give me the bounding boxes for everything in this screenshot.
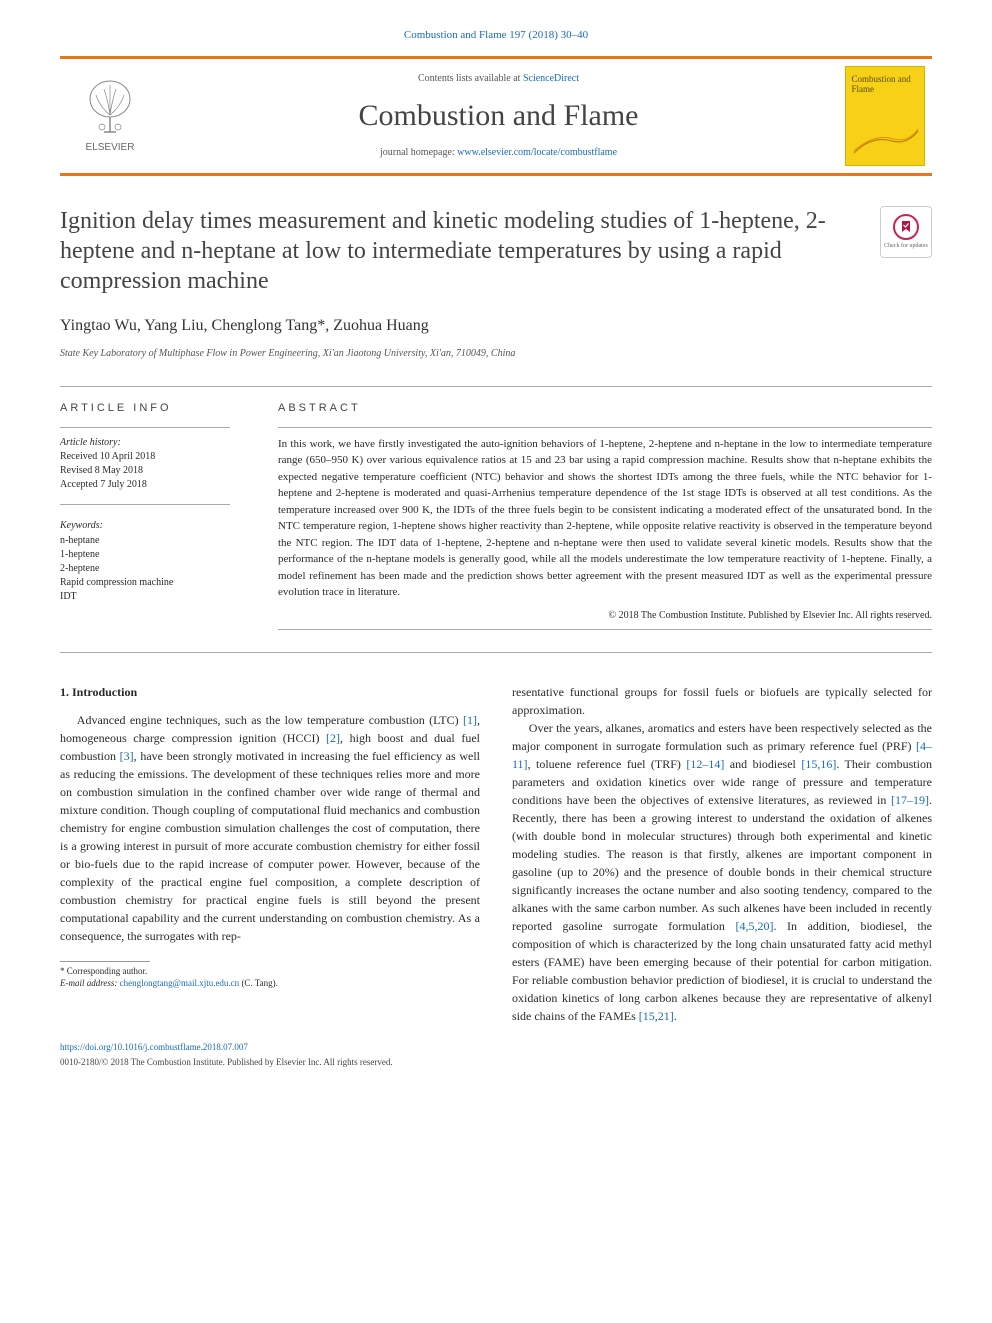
right-column: resentative functional groups for fossil…	[512, 683, 932, 1025]
crossmark-badge[interactable]: Check for updates	[880, 206, 932, 258]
publisher-name: ELSEVIER	[86, 141, 135, 156]
running-head: Combustion and Flame 197 (2018) 30–40	[60, 28, 932, 44]
issn-copyright-line: 0010-2180/© 2018 The Combustion Institut…	[60, 1056, 932, 1069]
body-paragraph: resentative functional groups for fossil…	[512, 683, 932, 719]
body-paragraph: Over the years, alkanes, aromatics and e…	[512, 719, 932, 1025]
keyword: IDT	[60, 590, 246, 604]
corresponding-email-link[interactable]: chenglongtang@mail.xjtu.edu.cn	[120, 978, 240, 988]
abstract-text: In this work, we have firstly investigat…	[278, 436, 932, 601]
history-received: Received 10 April 2018	[60, 450, 246, 464]
keyword: Rapid compression machine	[60, 576, 246, 590]
journal-cover-thumbnail: Combustion and Flame	[845, 66, 925, 166]
keyword: 2-heptene	[60, 562, 246, 576]
publisher-logo-block: ELSEVIER	[60, 59, 160, 173]
authors-line: Yingtao Wu, Yang Liu, Chenglong Tang*, Z…	[60, 314, 932, 337]
body-columns: 1. Introduction Advanced engine techniqu…	[60, 683, 932, 1025]
article-title: Ignition delay times measurement and kin…	[60, 206, 862, 296]
history-label: Article history:	[60, 436, 246, 451]
abstract-copyright: © 2018 The Combustion Institute. Publish…	[278, 609, 932, 624]
left-column: 1. Introduction Advanced engine techniqu…	[60, 683, 480, 1025]
article-info-column: ARTICLE INFO Article history: Received 1…	[60, 387, 260, 652]
email-footnote: E-mail address: chenglongtang@mail.xjtu.…	[60, 978, 480, 990]
bookmark-check-icon	[899, 220, 913, 234]
journal-masthead: ELSEVIER Contents lists available at Sci…	[60, 56, 932, 176]
cover-flame-icon	[852, 125, 920, 155]
cover-title: Combustion and Flame	[852, 75, 918, 95]
homepage-prefix: journal homepage:	[380, 147, 457, 158]
keyword: n-heptane	[60, 534, 246, 548]
page-footer: https://doi.org/10.1016/j.combustflame.2…	[60, 1041, 932, 1069]
corresponding-author-note: * Corresponding author.	[60, 966, 480, 978]
homepage-line: journal homepage: www.elsevier.com/locat…	[380, 146, 617, 161]
footnote-rule	[60, 961, 150, 962]
affiliation: State Key Laboratory of Multiphase Flow …	[60, 347, 932, 362]
keyword: 1-heptene	[60, 548, 246, 562]
email-label: E-mail address:	[60, 978, 120, 988]
journal-name: Combustion and Flame	[359, 94, 639, 138]
article-info-heading: ARTICLE INFO	[60, 401, 246, 417]
contents-prefix: Contents lists available at	[418, 73, 523, 84]
email-suffix: (C. Tang).	[239, 978, 278, 988]
crossmark-circle-icon	[893, 214, 919, 240]
abstract-heading: ABSTRACT	[278, 401, 932, 417]
section-heading: 1. Introduction	[60, 683, 480, 701]
elsevier-tree-icon	[80, 77, 140, 137]
sciencedirect-link[interactable]: ScienceDirect	[523, 73, 579, 84]
keywords-label: Keywords:	[60, 519, 246, 534]
doi-link[interactable]: https://doi.org/10.1016/j.combustflame.2…	[60, 1042, 248, 1052]
history-accepted: Accepted 7 July 2018	[60, 478, 246, 492]
contents-line: Contents lists available at ScienceDirec…	[418, 72, 579, 87]
homepage-link[interactable]: www.elsevier.com/locate/combustflame	[457, 147, 617, 158]
body-paragraph: Advanced engine techniques, such as the …	[60, 711, 480, 945]
crossmark-label: Check for updates	[884, 243, 928, 250]
history-revised: Revised 8 May 2018	[60, 464, 246, 478]
abstract-column: ABSTRACT In this work, we have firstly i…	[260, 387, 932, 652]
